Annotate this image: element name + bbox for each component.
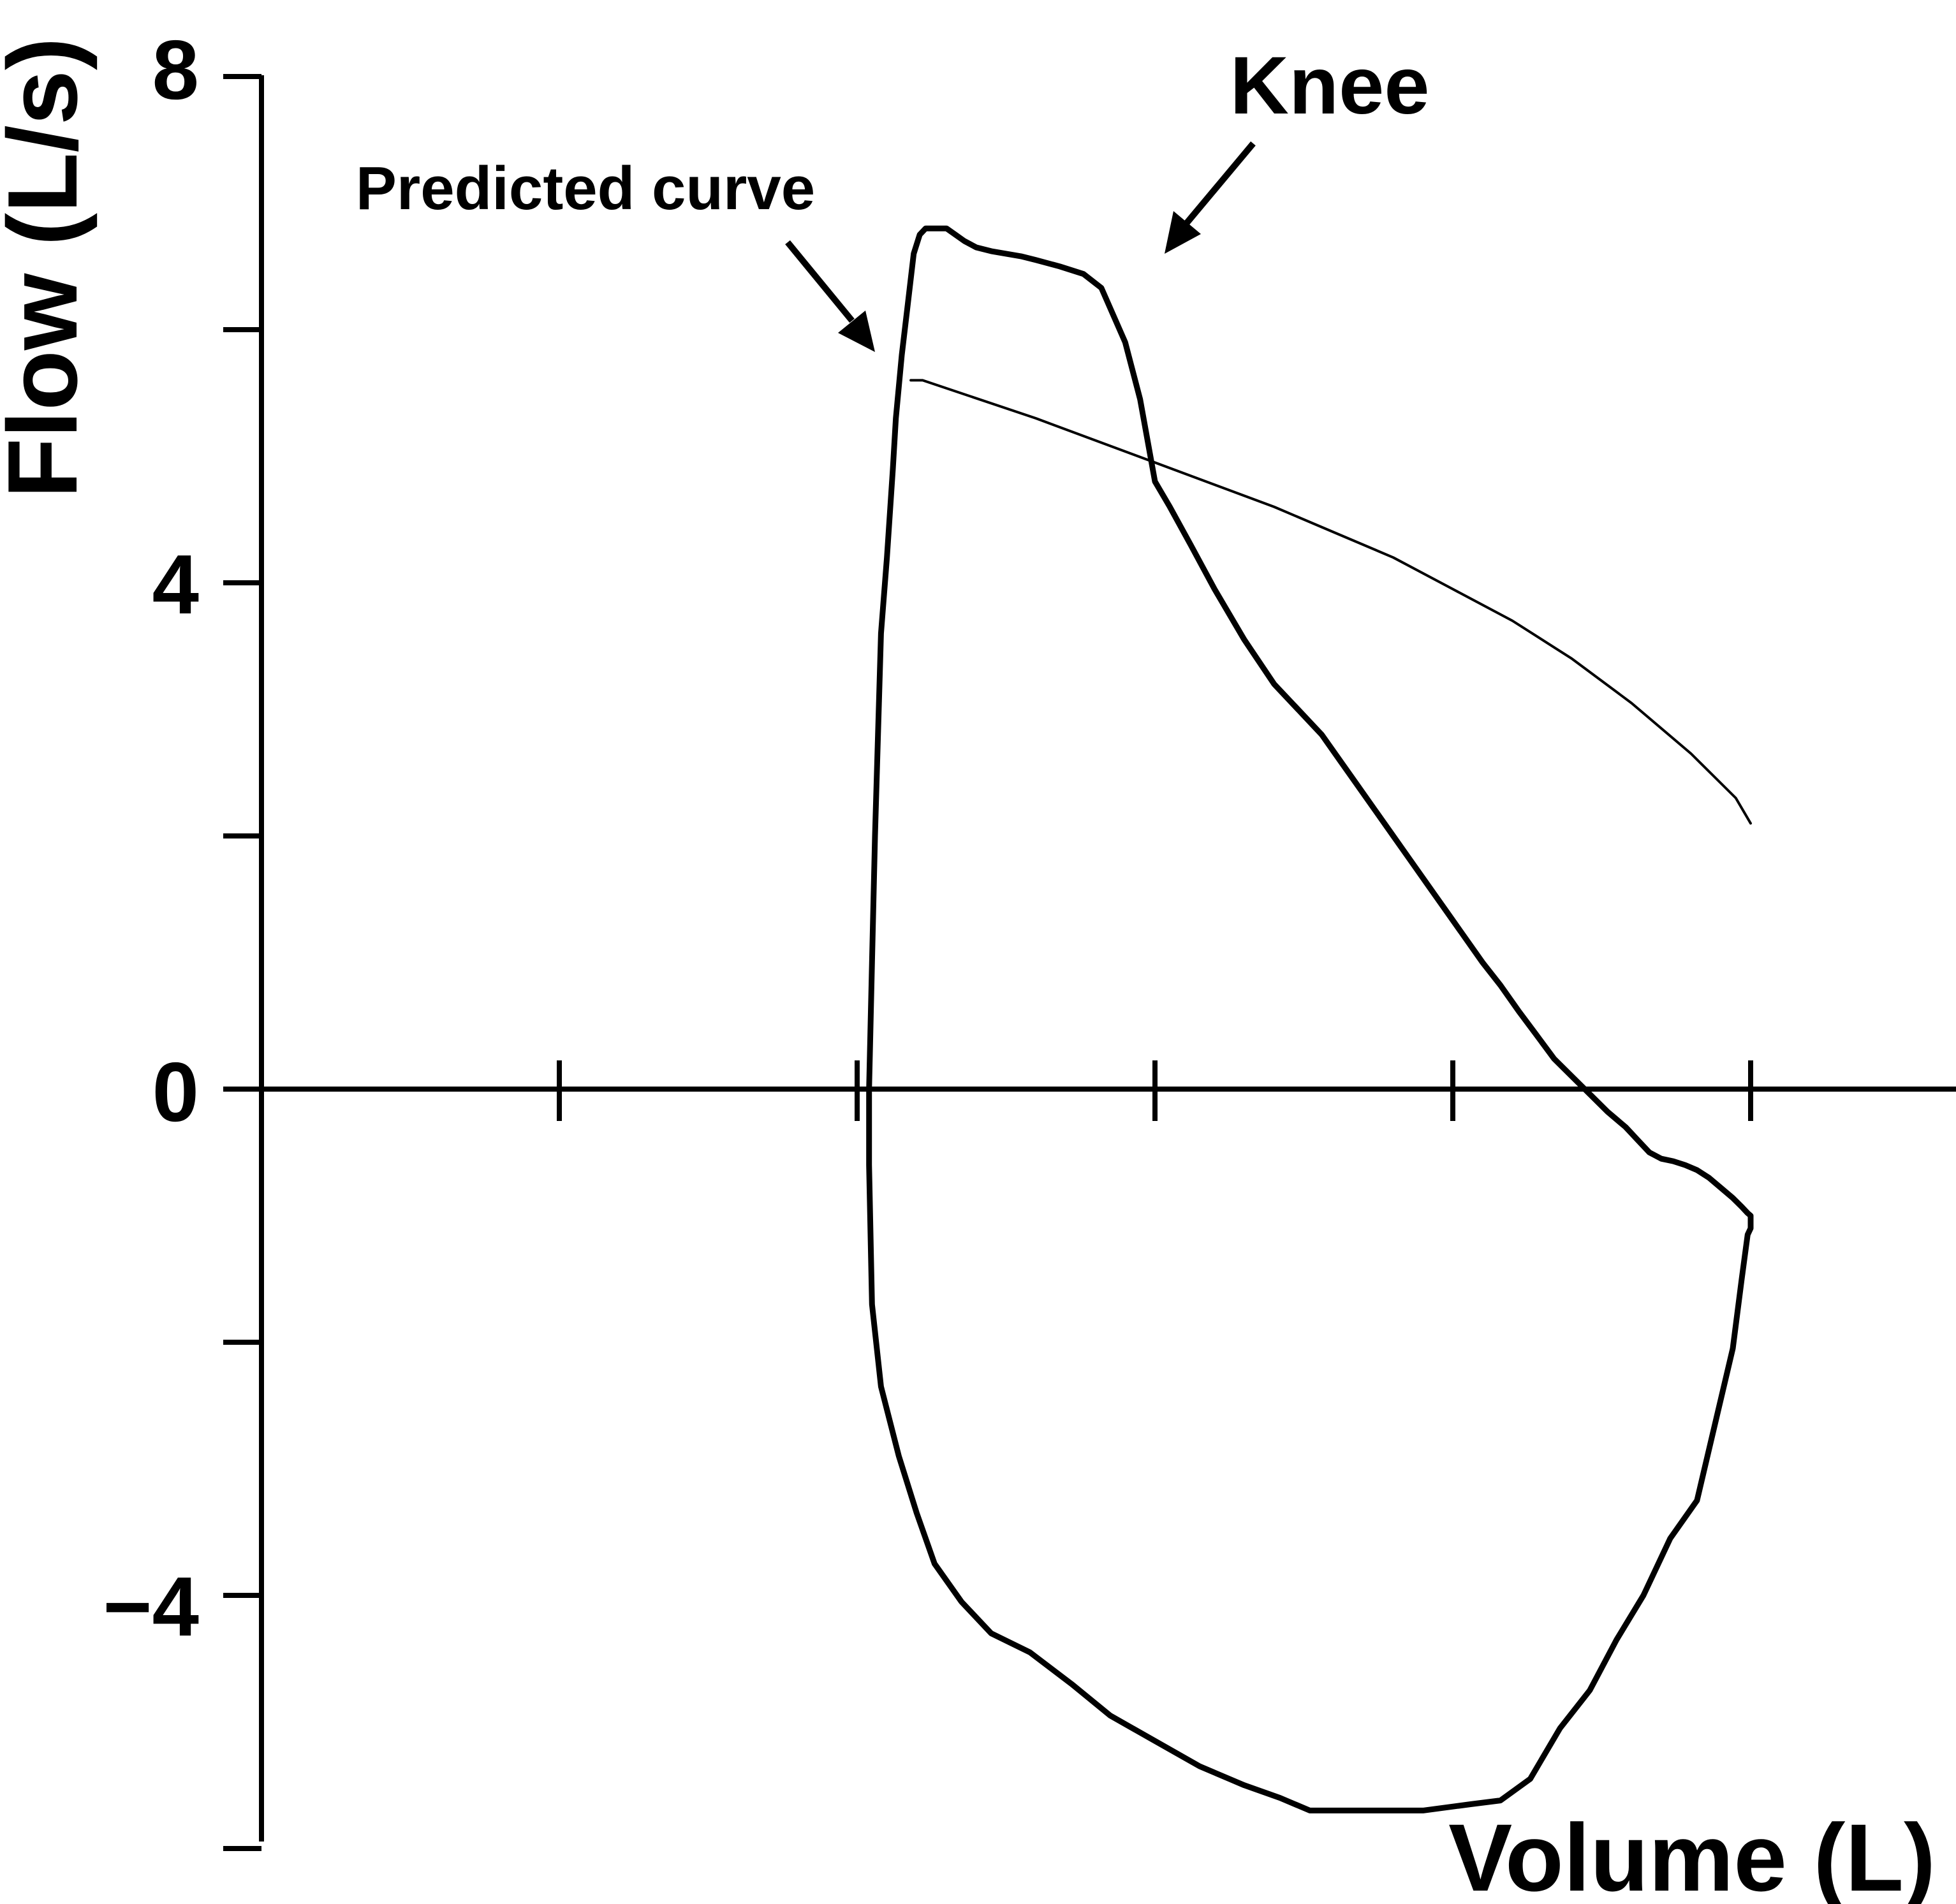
predicted-curve-line [909, 379, 1752, 825]
x-axis-ticks [557, 1060, 1753, 1121]
y-axis-label: Flow (L/s) [0, 37, 98, 498]
y-tick-label-neg4: −4 [103, 1560, 200, 1653]
y-tick-label-4: 4 [152, 538, 199, 631]
predicted-curve-arrow [785, 240, 875, 352]
x-axis-label: Volume (L) [1448, 1804, 1936, 1904]
measured-flow-volume-loop [866, 225, 1754, 1813]
y-tick-label-8: 8 [152, 23, 199, 117]
knee-annotation-label: Knee [1230, 40, 1430, 131]
y-tick-label-0: 0 [152, 1045, 199, 1139]
y-axis-ticks [223, 74, 261, 1851]
predicted-curve-annotation-label: Predicted curve [356, 154, 815, 223]
series-layer [866, 225, 1754, 1813]
knee-arrow [1165, 141, 1256, 254]
